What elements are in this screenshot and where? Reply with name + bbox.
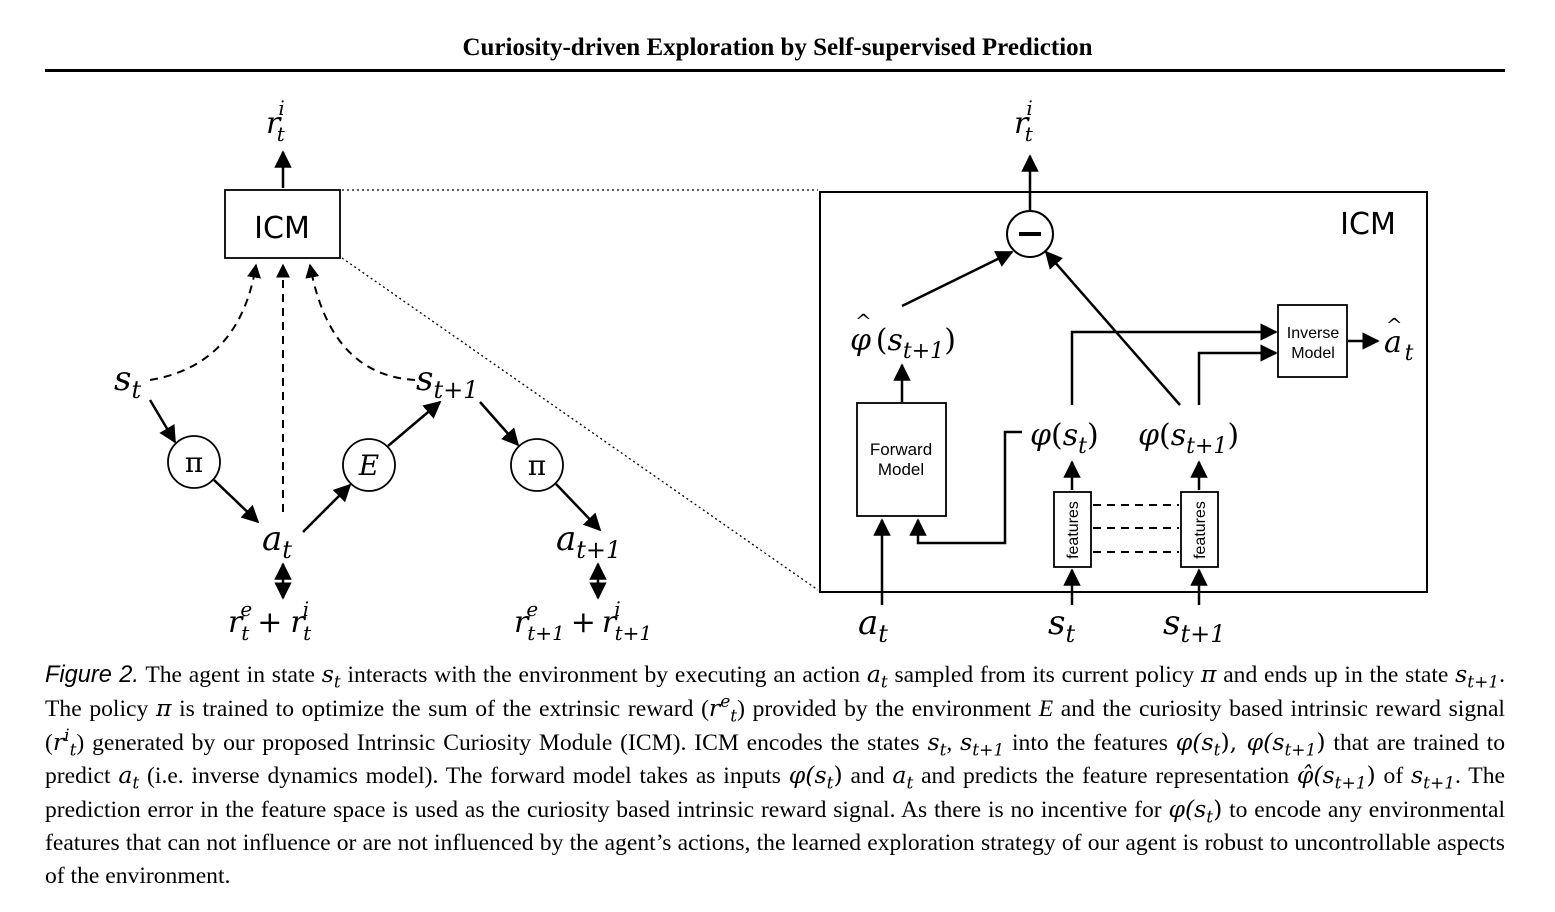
left-action-t1: at+1 [556, 519, 621, 564]
caption-math-st1: st+1 [1455, 660, 1500, 693]
caption-text: and [842, 763, 893, 790]
running-header-title: Curiosity-driven Exploration by Self-sup… [462, 34, 1093, 61]
zoom-connector-bottom [341, 257, 819, 591]
caption-text: . The prediction error in the feature sp… [45, 763, 1505, 824]
left-at-to-env-arrow [302, 483, 352, 533]
caption-text: is trained to optimize the sum of the ex… [171, 695, 709, 722]
left-pi-to-at-arrow [213, 479, 260, 524]
caption-text: ) generated by our proposed Intrinsic Cu… [76, 729, 928, 756]
caption-math-pi: π [155, 693, 172, 722]
caption-math-phi-st: φ(st) [1168, 795, 1223, 828]
left-st1-to-pi-arrow [479, 401, 520, 447]
caption-math-E: E [1038, 695, 1054, 722]
right-diagram: ICM ri t φ^(st+1) Forward Model φ(st) φ(s… [819, 96, 1428, 648]
right-features-box-1 [1053, 491, 1092, 568]
caption-math-st1: st+1 [960, 727, 1005, 761]
right-forward-model-line-1: Forward [870, 440, 932, 459]
caption-text: and the curiosity based intrinsic reward… [45, 695, 1505, 756]
caption-text: and predicts the feature representation [913, 763, 1297, 790]
caption-text: The agent in state [138, 662, 322, 688]
left-icm-box [224, 189, 341, 259]
right-inverse-model-box [1277, 304, 1348, 378]
header-rule [45, 69, 1505, 72]
left-policy-node-2 [510, 438, 564, 492]
caption-math-st1: st+1 [1411, 761, 1456, 795]
caption-text: ) provided by the environment [737, 695, 1039, 722]
caption-lead: Figure 2. [45, 662, 139, 688]
caption-math-phi-st: φ(st), [1175, 727, 1247, 761]
right-phi-st1: φ(st+1) [1138, 418, 1239, 459]
right-input-s: st [1048, 603, 1075, 648]
right-features-label-1: features [1065, 501, 1082, 559]
right-forward-model-line-2: Model [878, 460, 924, 479]
caption-text: sampled from its current policy [887, 662, 1201, 688]
caption-text: of [1375, 763, 1412, 790]
right-icm-frame [819, 191, 1428, 593]
figure-caption: Figure 2. The agent in state st interact… [45, 658, 1505, 893]
left-st-to-pi-arrow [148, 399, 177, 444]
right-phi-st: φ(st) [1030, 418, 1099, 459]
left-action-t: at [262, 519, 292, 564]
right-input-s1: st+1 [1163, 603, 1225, 648]
left-icm-label: ICM [254, 211, 310, 246]
right-features-label-2: features [1192, 501, 1209, 559]
figure-diagram: ri t ICM st st+1 π E π at at+1 [114, 96, 1428, 648]
caption-text: that are trained to predict [45, 729, 1506, 790]
left-env-to-st1-arrow [387, 400, 442, 447]
left-policy-symbol-2: π [528, 449, 546, 482]
caption-math-at: at [118, 761, 140, 795]
left-pi-to-at1-arrow [555, 483, 602, 532]
caption-text: into the features [1004, 729, 1176, 756]
caption-math-re: ret [708, 691, 738, 727]
caption-math-at: at [866, 660, 888, 693]
left-reward-t: re t + ri t [228, 597, 312, 645]
caption-math-ri: rit [52, 725, 77, 761]
right-forward-model-box [856, 402, 947, 517]
caption-math-phi-st: φ(st) [788, 761, 843, 795]
left-top-reward: ri t [266, 96, 286, 146]
right-phist1-to-minus-arrow [1044, 250, 1181, 406]
caption-math-st: st [321, 660, 341, 693]
right-a-hat: a^t [1384, 313, 1414, 366]
right-features-box-2 [1180, 491, 1219, 568]
left-env-symbol: E [358, 449, 379, 482]
right-phist-to-inverse-arrow [1070, 323, 1278, 405]
left-st1-dashed-curve [305, 263, 416, 381]
right-icm-label: ICM [1340, 207, 1396, 242]
left-policy-node-1 [167, 435, 221, 489]
right-inverse-model-line-2: Model [1291, 345, 1335, 362]
right-phi-hat: φ^(st+1) [850, 309, 956, 364]
caption-math-at: at [892, 761, 914, 795]
left-st-dashed-curve [149, 263, 261, 381]
caption-text: (i.e. inverse dynamics model). The forwa… [139, 763, 789, 790]
caption-text: interacts with the environment by execut… [340, 662, 867, 688]
left-policy-symbol-1: π [185, 446, 203, 479]
left-diagram: ri t ICM st st+1 π E π at at+1 [114, 96, 652, 645]
caption-math-st: st [927, 727, 947, 761]
right-phist-to-forward-arrow [909, 430, 1022, 545]
right-inverse-model-line-1: Inverse [1287, 325, 1340, 342]
left-state-t: st [114, 359, 141, 404]
right-top-reward: ri t [1014, 96, 1034, 146]
caption-text: . The policy [45, 662, 1506, 722]
caption-math-pi: π [1200, 660, 1217, 688]
left-state-t1: st+1 [416, 359, 478, 404]
left-reward-t1: re t+1 + ri t+1 [514, 597, 652, 645]
right-minus-sign [1019, 232, 1041, 236]
caption-math-phi-st1: φ(st+1) [1246, 727, 1326, 761]
caption-text: and ends up in the state [1216, 662, 1456, 688]
right-input-a: at [858, 603, 888, 648]
right-phihat-to-minus-arrow [901, 250, 1014, 308]
left-env-node [342, 438, 396, 492]
right-phist1-to-inverse-arrow [1197, 344, 1278, 405]
caption-text: , [946, 729, 961, 756]
caption-text: to encode any environmental features tha… [45, 797, 1506, 889]
caption-math-phihat: φ̂(st+1) [1296, 761, 1376, 795]
